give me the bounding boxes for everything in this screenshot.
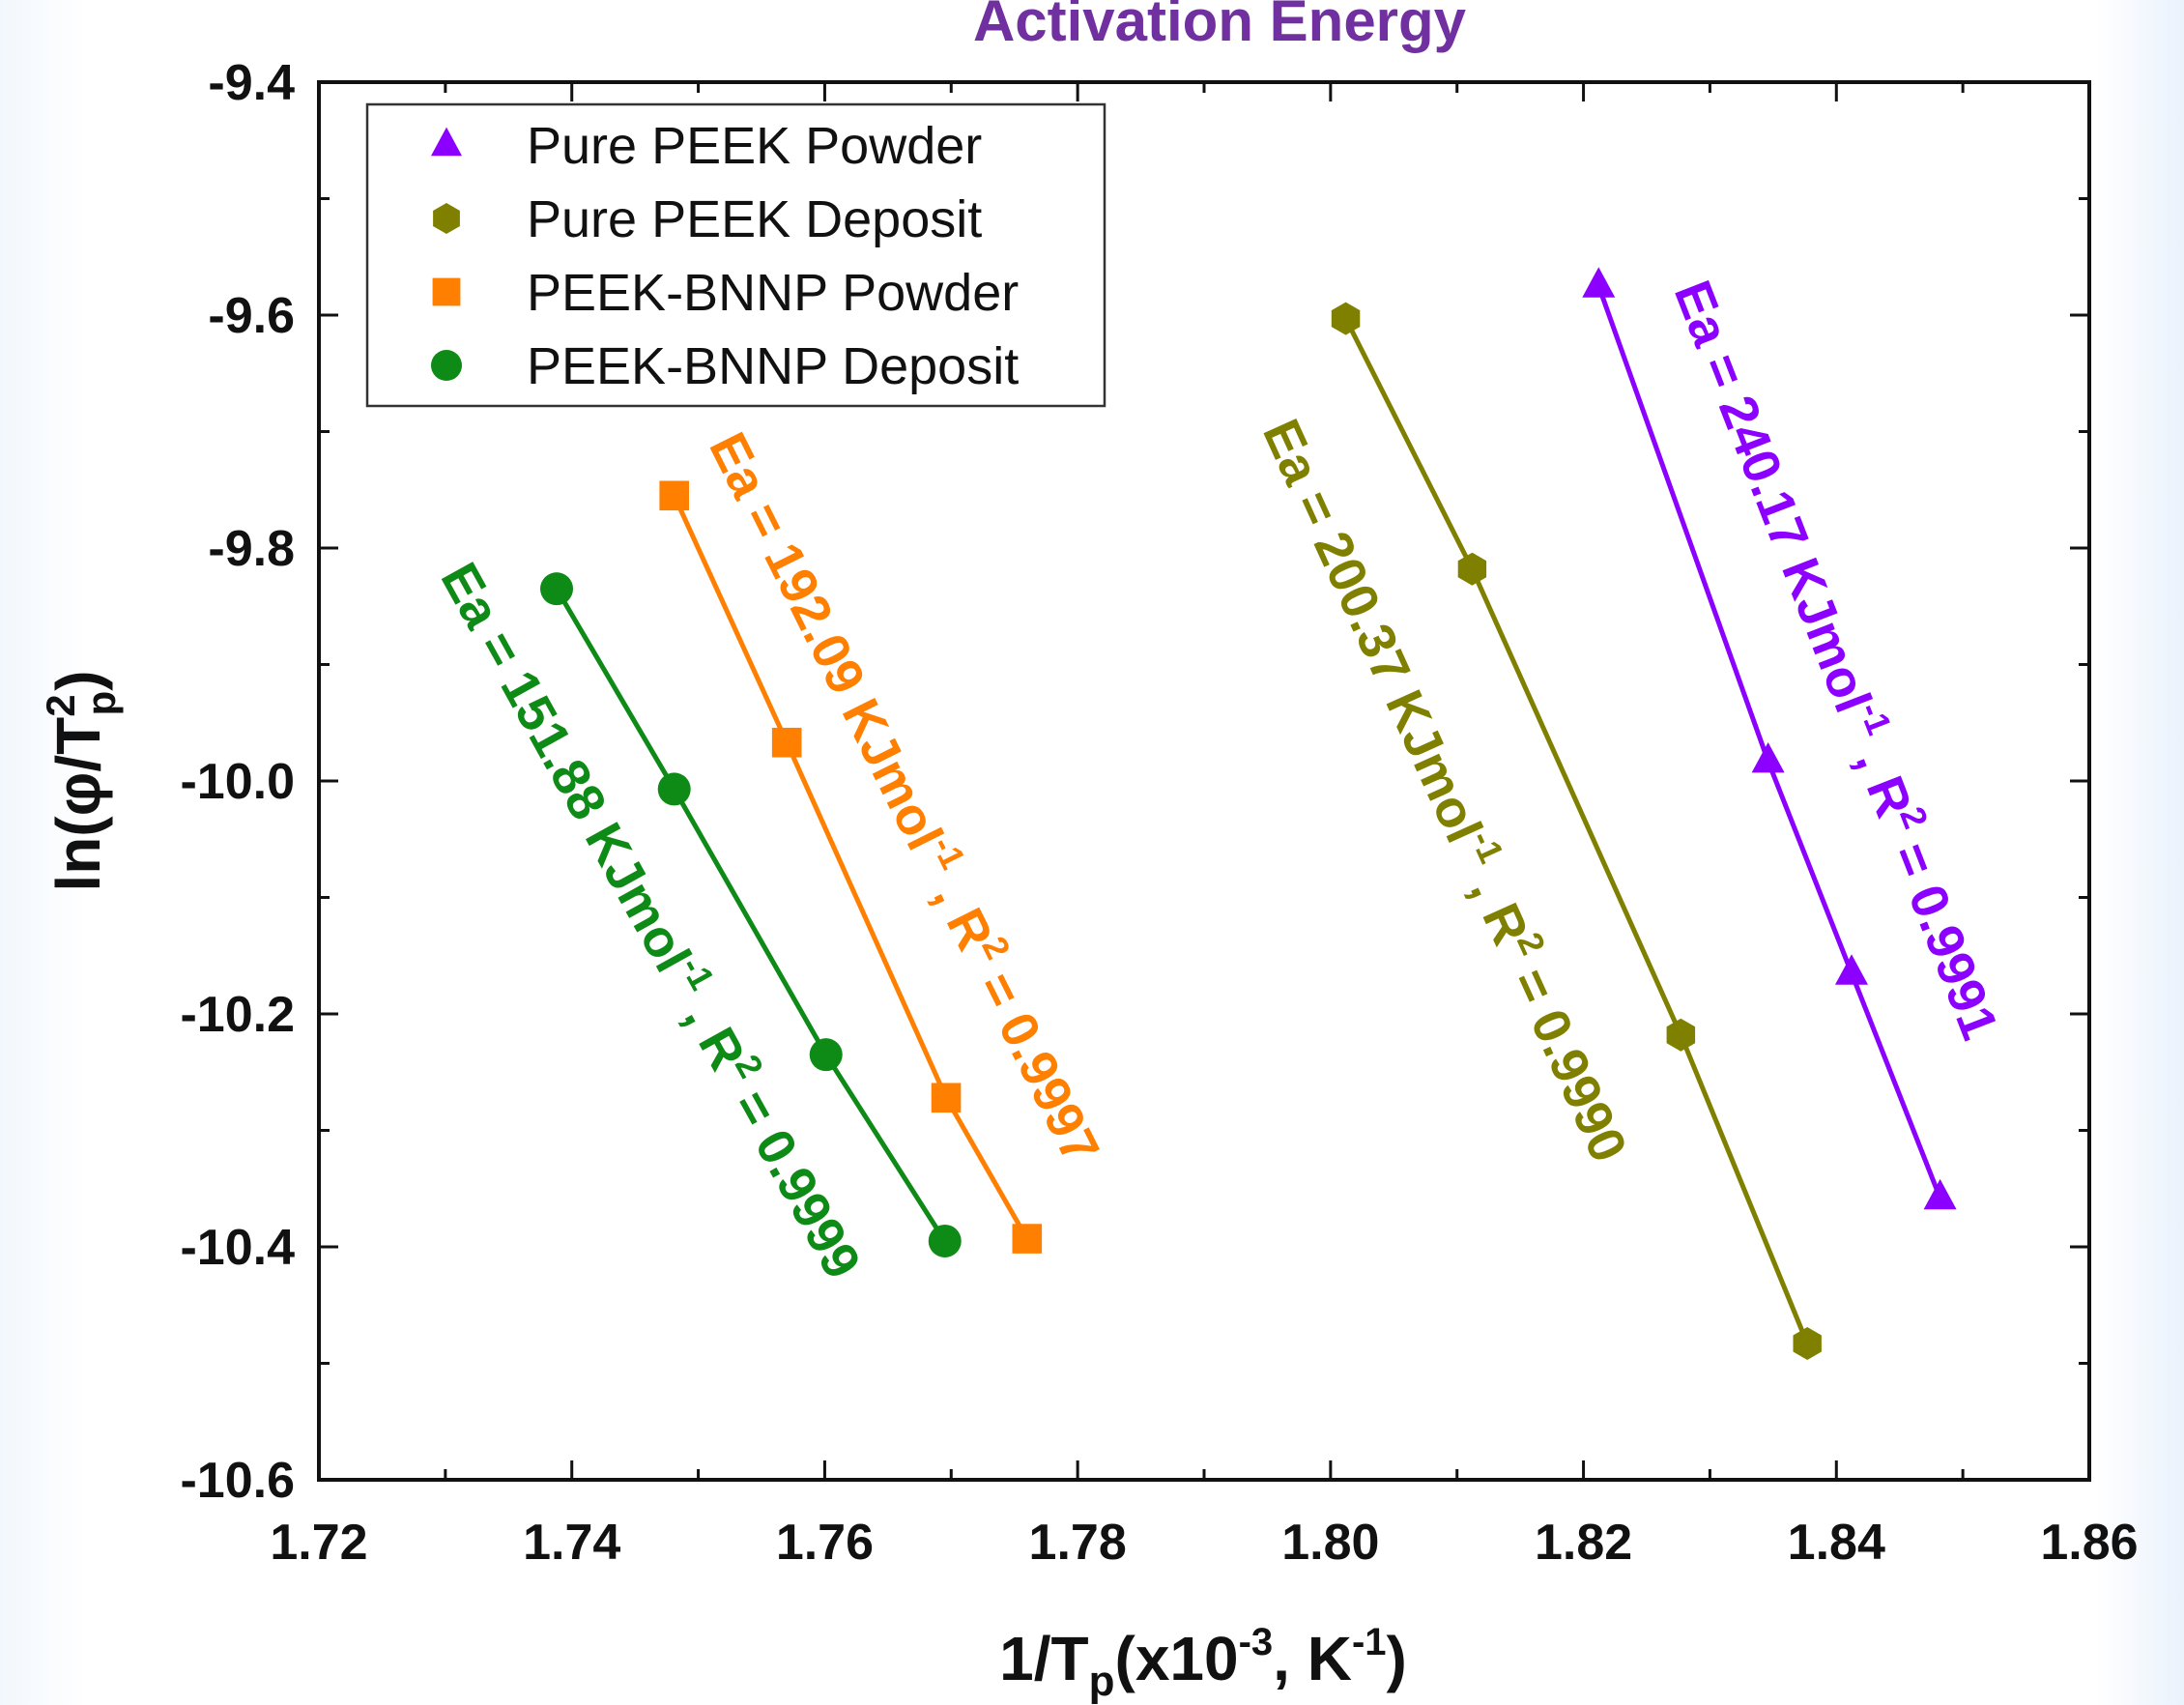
legend-item: PEEK-BNNP Deposit (431, 337, 1019, 395)
data-point (659, 480, 690, 511)
legend-item: Pure PEEK Powder (431, 117, 982, 175)
y-axis-title-close: ) (43, 670, 113, 690)
x-axis-title-paren: (x10 (1115, 1624, 1239, 1693)
data-point (1582, 267, 1616, 298)
annotation-ea: Ea = 240.17 KJmol (1663, 274, 1882, 720)
annotation-ea: Ea = 200.37 KJmol (1251, 411, 1493, 851)
data-point (1457, 552, 1487, 586)
x-axis-title-exp2: -1 (1352, 1621, 1387, 1663)
data-point (1751, 741, 1785, 773)
data-point (1012, 1224, 1043, 1254)
legend-item: PEEK-BNNP Powder (432, 264, 1019, 322)
data-point (809, 1038, 843, 1072)
series-pure-peek-deposit (1331, 302, 1822, 1360)
legend-label: Pure PEEK Deposit (527, 190, 982, 248)
data-point (928, 1224, 962, 1257)
data-point (657, 772, 691, 806)
x-axis-title-main: 1/T (999, 1624, 1088, 1693)
annotation-ea: Ea = 192.09 KJmol (698, 424, 954, 859)
x-tick-labels: 1.72 1.74 1.76 1.78 1.80 1.82 1.84 1.86 (270, 1515, 2138, 1571)
data-point (931, 1083, 962, 1113)
series-line (1343, 317, 1810, 1344)
x-tick-label: 1.72 (270, 1515, 367, 1571)
x-axis-title-close: ) (1387, 1624, 1407, 1693)
series-pure-peek-powder (1582, 267, 1957, 1210)
legend-item: Pure PEEK Deposit (433, 190, 982, 248)
axis-ticks (317, 80, 2091, 1482)
annotation-r-value: = 0.9999 (715, 1068, 872, 1287)
legend-items: Pure PEEK Powder Pure PEEK Deposit PEEK-BN… (431, 117, 1019, 395)
legend-label: PEEK-BNNP Powder (527, 264, 1019, 322)
legend-marker (431, 127, 462, 157)
legend: Pure PEEK Powder Pure PEEK Deposit PEEK-BN… (365, 102, 1106, 408)
x-tick-label: 1.84 (1788, 1515, 1885, 1571)
x-tick-label: 1.80 (1281, 1515, 1379, 1571)
data-point (1923, 1178, 1957, 1210)
annotation-r-value: = 0.9991 (1876, 822, 2009, 1047)
x-axis-title: 1/Tp(x10-3, K-1) (999, 1621, 1407, 1705)
y-tick-label: -10.6 (180, 1453, 295, 1509)
y-axis-title-main: ln(φ/T (43, 717, 113, 892)
series-peek-bnnp-deposit (540, 572, 962, 1257)
annotation-r-value: = 0.9997 (961, 950, 1110, 1172)
y-tick-label: -9.6 (208, 288, 295, 344)
data-point (1331, 302, 1361, 335)
y-axis-title-sup: 2 (38, 694, 83, 716)
y-tick-label: -9.8 (208, 521, 295, 577)
legend-label: PEEK-BNNP Deposit (527, 337, 1019, 395)
data-point (540, 572, 574, 606)
series-peek-bnnp-powder (659, 480, 1043, 1254)
series-line (672, 494, 1029, 1240)
data-point (1666, 1018, 1696, 1052)
y-tick-label: -10.0 (180, 754, 295, 810)
legend-marker (432, 277, 461, 306)
x-tick-label: 1.78 (1029, 1515, 1127, 1571)
data-point (1834, 954, 1868, 985)
data-point (771, 727, 802, 758)
x-axis-title-exp1: -3 (1239, 1621, 1274, 1663)
x-axis-title-sub: p (1089, 1658, 1115, 1705)
legend-marker (433, 203, 460, 234)
y-tick-label: -10.4 (180, 1220, 295, 1276)
legend-label: Pure PEEK Powder (527, 117, 982, 175)
y-tick-label: -9.4 (208, 55, 295, 111)
y-axis-title-sub: p (78, 691, 124, 716)
annotation-triangle: Ea = 240.17 KJmol-1 , R2 = 0.9991 (1663, 271, 2016, 1047)
data-point (1793, 1327, 1822, 1360)
x-tick-label: 1.76 (776, 1515, 874, 1571)
legend-marker (431, 350, 462, 381)
x-axis-title-unit: , K (1273, 1624, 1352, 1693)
series-line (554, 587, 947, 1243)
x-tick-label: 1.74 (523, 1515, 620, 1571)
series-layer (540, 267, 1957, 1360)
x-tick-label: 1.82 (1535, 1515, 1632, 1571)
chart-title: Activation Energy (973, 0, 1467, 53)
annotation-r-value: = 0.9990 (1495, 947, 1638, 1170)
y-axis-title: ln(φ/T2p) (38, 670, 124, 891)
x-tick-label: 1.86 (2040, 1515, 2138, 1571)
legend-frame (365, 102, 1106, 408)
y-tick-label: -10.2 (180, 987, 295, 1043)
y-tick-labels: -9.4 -9.6 -9.8 -10.0 -10.2 -10.4 -10.6 (180, 55, 295, 1509)
series-line (1595, 285, 1942, 1199)
